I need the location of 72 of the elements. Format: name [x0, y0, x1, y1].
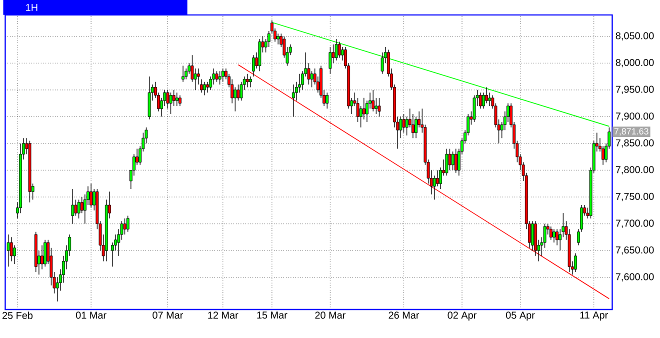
candlestick [123, 218, 126, 235]
candlestick [326, 92, 329, 109]
y-tick-label: 7,750.00 [616, 192, 654, 201]
candlestick [126, 215, 130, 232]
candlestick [338, 41, 341, 58]
candlestick [221, 68, 224, 82]
candlestick [531, 220, 534, 251]
candlestick [374, 97, 378, 114]
x-tick-label: 07 Mar [152, 312, 184, 319]
candlestick [454, 148, 458, 174]
candlestick [169, 92, 172, 114]
candlestick [362, 97, 366, 120]
y-tick-label: 7,850.00 [616, 139, 654, 148]
candlestick [549, 226, 552, 240]
candlestick [218, 70, 222, 85]
x-tick-label: 01 Mar [76, 312, 106, 319]
chart-title: 1H [26, 4, 38, 11]
y-tick-label: 7,800.00 [616, 166, 654, 174]
x-tick-label: 20 Mar [315, 312, 346, 319]
candlestick [372, 89, 375, 112]
candlestick [77, 199, 80, 219]
candlestick [276, 33, 280, 45]
x-tick-label: 25 Feb [2, 312, 33, 319]
candlestick [451, 150, 454, 170]
y-tick-label: 7,600.00 [616, 273, 654, 282]
text: 7,871.63 [614, 128, 648, 136]
candlestick [445, 148, 448, 176]
y-tick-label: 7,900.00 [616, 112, 654, 121]
candlestick [194, 68, 197, 90]
candlestick [378, 97, 381, 117]
candlestick [182, 65, 185, 82]
candlestick [175, 92, 178, 106]
candlestick [40, 244, 44, 270]
y-tick-label: 8,000.00 [616, 58, 654, 68]
y-tick-label: 7,700.00 [616, 220, 654, 228]
candlestick [74, 199, 78, 216]
candlestick [334, 38, 338, 61]
candlestick [402, 113, 406, 133]
y-tick-label: 8,050.00 [616, 32, 654, 40]
candlestick [249, 76, 252, 88]
candlestick [478, 92, 482, 109]
y-tick-label: 7,650.00 [616, 246, 654, 255]
candlestick [90, 183, 93, 208]
y-tick-label: 7,950.00 [616, 86, 654, 94]
candlestick [203, 81, 206, 96]
candlestick [552, 228, 556, 243]
candlestick [172, 89, 176, 106]
candlestick [328, 46, 332, 74]
candlestick [44, 239, 47, 267]
x-tick-label: 26 Mar [388, 312, 420, 319]
candlestick [485, 86, 488, 104]
x-tick-label: 15 Mar [257, 312, 288, 318]
candlestick [215, 70, 218, 82]
x-tick-label: 02 Apr [448, 312, 477, 321]
candlestick [178, 94, 182, 106]
candlestick [488, 92, 492, 106]
candlestick [206, 81, 210, 93]
candlestick [252, 54, 256, 77]
candlestick [436, 170, 439, 186]
candlestick [234, 86, 237, 112]
candlestick [574, 252, 577, 272]
candlestick [236, 84, 240, 101]
x-tick-label: 05 Apr [506, 312, 535, 321]
candlestick [246, 73, 249, 88]
x-tick-label: 11 Apr [580, 312, 608, 320]
candlestick [80, 196, 84, 214]
x-tick-label: 12 Mar [208, 312, 238, 319]
candlestick [6, 234, 10, 267]
candlestick [292, 84, 295, 117]
candlestick [310, 70, 314, 88]
candlestick [71, 188, 74, 224]
candlestick [448, 148, 452, 170]
